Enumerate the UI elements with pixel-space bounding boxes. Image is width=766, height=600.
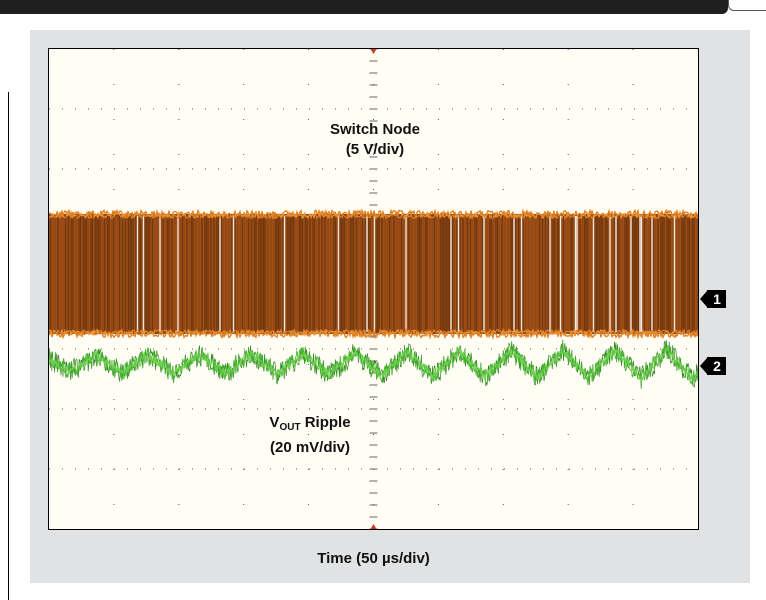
x-axis-label: Time (50 µs/div) <box>317 550 430 567</box>
vout-ripple-trace <box>49 339 698 389</box>
header-tab <box>728 0 766 11</box>
channel-2-marker: 2 <box>700 357 726 375</box>
switch-node-trace <box>49 208 698 340</box>
channel-1-number: 1 <box>713 291 721 307</box>
vout-v: V <box>269 414 280 431</box>
channel-2-number: 2 <box>713 358 721 374</box>
scope-screen <box>49 49 698 529</box>
header-bar <box>0 0 728 14</box>
plot-area <box>48 48 699 530</box>
vout-ripple-annotation: VOUT Ripple (20 mV/div) <box>220 413 400 458</box>
trigger-marker-top <box>370 49 377 54</box>
switch-node-high-level <box>49 211 698 220</box>
vout-ripple-scale: (20 mV/div) <box>269 439 351 456</box>
switch-node-low-level <box>49 327 698 340</box>
vout-ripple-word: Ripple <box>300 414 351 431</box>
switch-node-annotation: Switch Node (5 V/div) <box>230 120 520 160</box>
left-margin-rule <box>8 92 9 600</box>
switch-node-high-level <box>49 208 698 220</box>
channel-1-marker: 1 <box>700 290 726 308</box>
vout-ripple-line <box>49 346 698 382</box>
vout-subscript: OUT <box>279 422 301 433</box>
switch-node-low-level <box>49 327 698 336</box>
trigger-marker-bottom <box>370 524 377 529</box>
vout-ripple-line <box>49 343 698 386</box>
switch-node-label: Switch Node <box>329 121 420 138</box>
vout-ripple-label: VOUT Ripple <box>220 413 400 438</box>
switch-node-scale: (5 V/div) <box>345 141 405 158</box>
